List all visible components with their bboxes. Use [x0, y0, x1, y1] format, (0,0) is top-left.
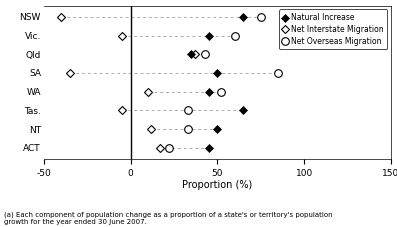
Legend: Natural Increase, Net Interstate Migration, Net Overseas Migration: Natural Increase, Net Interstate Migrati… — [279, 10, 387, 49]
X-axis label: Proportion (%): Proportion (%) — [182, 180, 252, 190]
Text: (a) Each component of population change as a proportion of a state's or territor: (a) Each component of population change … — [4, 211, 333, 225]
